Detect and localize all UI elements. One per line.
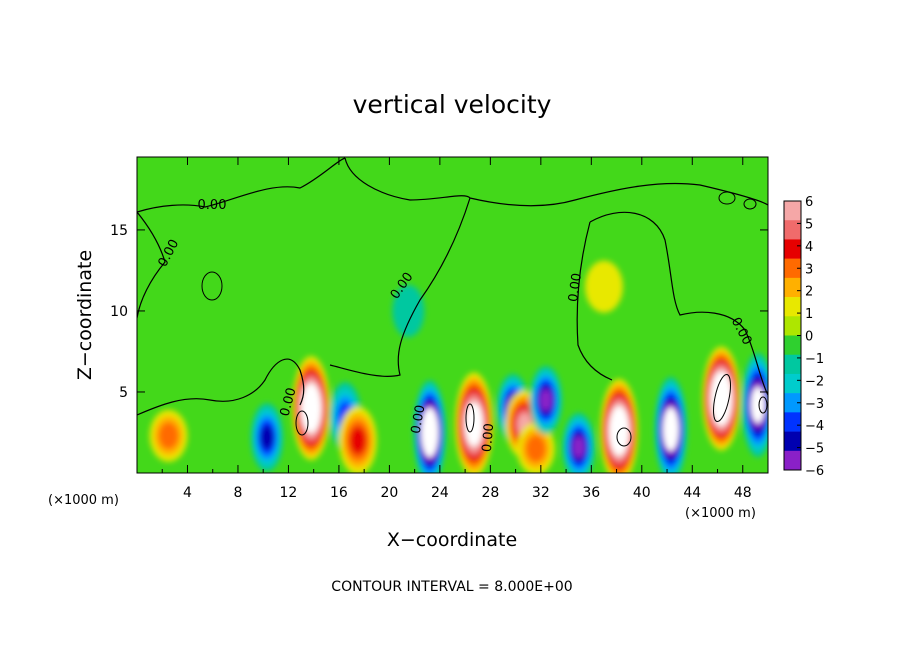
colorbar-swatch xyxy=(784,393,801,413)
x-tick-label: 20 xyxy=(380,485,398,501)
updraft-band xyxy=(584,260,623,313)
zero-contours xyxy=(137,157,768,447)
velocity-cell xyxy=(702,346,741,451)
colorbar-swatch xyxy=(784,239,801,259)
colorbar-swatch xyxy=(784,450,801,471)
downdraft-band xyxy=(424,421,435,444)
contour-label: 0.00 xyxy=(278,386,300,418)
velocity-cell xyxy=(516,422,555,473)
y-axis: 5 10 15 xyxy=(110,223,768,401)
colorbar-tick-label: −1 xyxy=(805,352,824,367)
x-tick-label: 24 xyxy=(431,485,449,501)
colorbar-tick-label: 3 xyxy=(805,262,813,277)
colorbar-tick-label: −2 xyxy=(805,374,824,389)
contour-loop xyxy=(758,396,768,414)
x-tick-label: 32 xyxy=(532,485,550,501)
contour-label: 0.00 xyxy=(198,198,227,213)
colorbar-swatch xyxy=(784,316,801,336)
contour-loop xyxy=(718,191,736,205)
x-tick-label: 16 xyxy=(330,485,348,501)
velocity-cell xyxy=(562,413,595,473)
contour-loop xyxy=(743,198,757,210)
velocity-cell xyxy=(338,406,377,473)
chart-title: vertical velocity xyxy=(353,90,552,119)
updraft-band xyxy=(525,435,546,463)
colorbar-swatch xyxy=(784,335,801,356)
velocity-cell xyxy=(529,366,562,435)
colorbar-tick-label: 0 xyxy=(805,330,813,345)
velocity-cell xyxy=(292,356,331,461)
x-tick-label: 4 xyxy=(183,485,192,501)
velocity-cell xyxy=(413,380,446,473)
colorbar-tick-label: 5 xyxy=(805,217,813,232)
velocity-cell xyxy=(392,284,425,337)
velocity-cell xyxy=(149,409,188,462)
contour-label: 0.00 xyxy=(409,404,429,435)
colorbar-swatch xyxy=(784,297,801,317)
contour-loop xyxy=(713,373,731,423)
colorbar-tick-label: −3 xyxy=(805,397,824,412)
velocity-cell xyxy=(584,260,623,313)
colorbar-tick-label: 4 xyxy=(805,240,813,255)
x-tick-label: 8 xyxy=(233,485,242,501)
x-tick-label: 44 xyxy=(683,485,701,501)
colorbar-swatch xyxy=(784,220,801,240)
x-unit-label: (×1000 m) xyxy=(48,493,119,508)
contour-label: 0.00 xyxy=(566,272,585,303)
colorbar-swatch xyxy=(784,354,801,375)
x-axis-label: X−coordinate xyxy=(387,529,517,551)
x-tick-label: 12 xyxy=(280,485,298,501)
velocity-cell xyxy=(741,352,768,457)
contour-line-low xyxy=(137,358,305,416)
contour-label: 0.00 xyxy=(480,423,497,453)
colorbar: 6 5 4 3 2 1 0 −1 −2 −3 −4 −5 −6 xyxy=(783,195,824,479)
x-axis: 4 8 12 16 20 24 28 32 36 40 44 48 xyxy=(137,157,768,501)
y-tick-label: 5 xyxy=(119,385,128,401)
downdraft-band xyxy=(260,425,274,450)
downdraft-band xyxy=(665,417,676,441)
colorbar-swatch xyxy=(784,412,801,432)
x-unit-label-right: (×1000 m) xyxy=(685,506,756,521)
colorbar-tick-label: 2 xyxy=(805,285,813,300)
plot-area: 0.00 0.00 0.00 0.00 0.00 0.00 0.00 0.00 xyxy=(136,156,769,474)
colorbar-tick-label: 1 xyxy=(805,307,813,322)
contour-interval-note: CONTOUR INTERVAL = 8.000E+00 xyxy=(331,579,572,595)
downdraft-band xyxy=(392,284,425,337)
x-tick-label: 40 xyxy=(633,485,651,501)
downdraft-band xyxy=(572,436,585,458)
velocity-cell xyxy=(250,403,283,472)
colorbar-swatch xyxy=(784,277,801,298)
contour-loop xyxy=(616,427,632,447)
contour-line-mid xyxy=(329,157,768,377)
colorbar-tick-label: −6 xyxy=(805,464,824,479)
downdraft-band xyxy=(539,389,552,412)
updraft-band xyxy=(158,422,179,450)
downdraft-band xyxy=(752,392,764,418)
contour-line-upper xyxy=(137,157,346,319)
y-tick-label: 15 xyxy=(110,223,128,239)
colorbar-tick-label: −5 xyxy=(805,442,824,457)
colorbar-swatch xyxy=(784,201,801,221)
x-tick-label: 48 xyxy=(734,485,752,501)
y-tick-label: 10 xyxy=(110,304,128,320)
updraft-band xyxy=(349,426,367,455)
colorbar-tick-label: 6 xyxy=(805,195,813,210)
contour-line-right xyxy=(576,211,768,396)
y-axis-label: Z−coordinate xyxy=(74,250,96,380)
colorbar-swatch xyxy=(784,258,801,279)
colorbar-swatch xyxy=(784,373,801,394)
colorbar-tick-label: −4 xyxy=(805,419,824,434)
updraft-band xyxy=(716,388,727,409)
contour-loop xyxy=(295,410,309,436)
x-tick-label: 36 xyxy=(582,485,600,501)
colorbar-swatch xyxy=(784,431,801,452)
contour-loop xyxy=(201,271,223,301)
x-tick-label: 28 xyxy=(481,485,499,501)
updraft-band xyxy=(305,397,317,420)
contour-loop xyxy=(465,403,475,433)
velocity-cell xyxy=(654,377,687,473)
